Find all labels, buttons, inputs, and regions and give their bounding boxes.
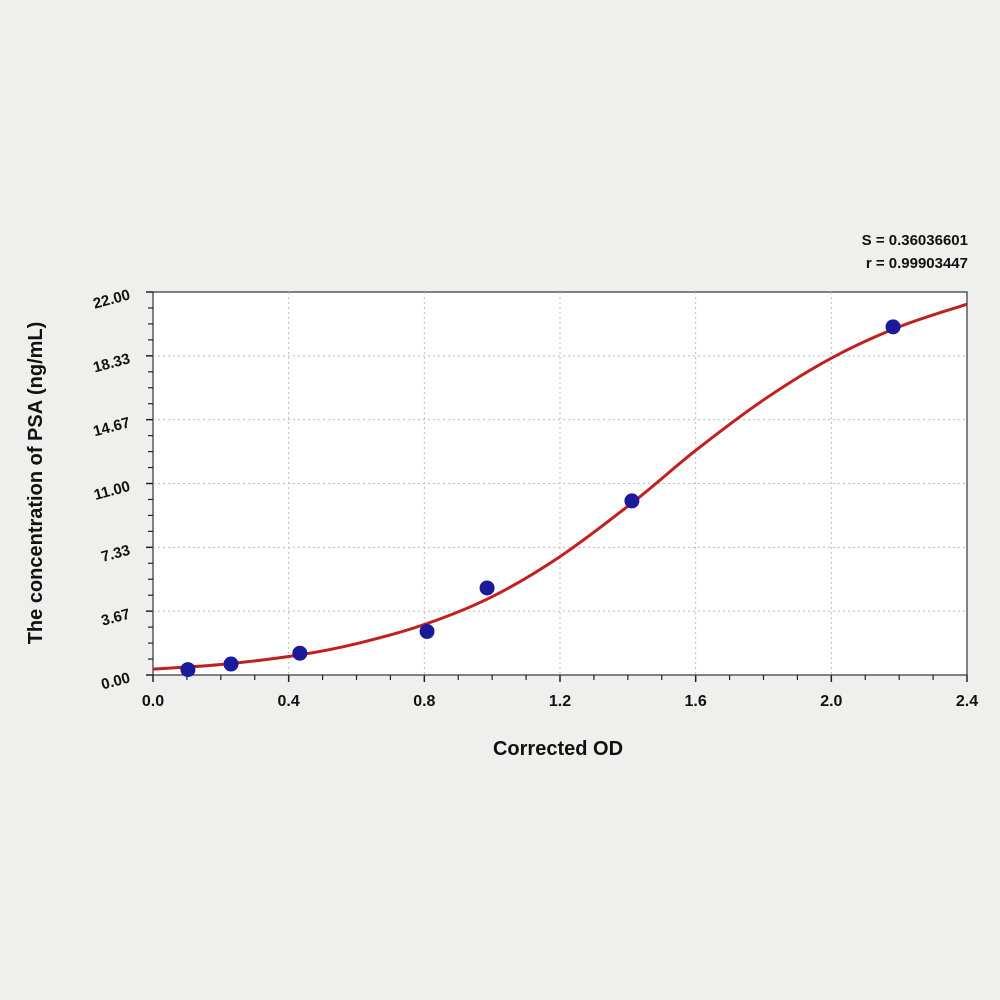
y-axis-label: The concentration of PSA (ng/mL)	[25, 322, 47, 645]
annotation-r: r = 0.99903447	[866, 255, 968, 272]
data-point	[624, 493, 640, 509]
y-tick-label: 14.67	[91, 414, 132, 440]
ticks: 0.0 0.4 0.8 1.2 1.6 2.0 2.4 0.00 3.67 7.33 11.00 14…	[91, 286, 978, 710]
data-point	[479, 580, 495, 596]
x-tick-label: 0.0	[142, 693, 164, 710]
data-point	[419, 623, 435, 639]
x-tick-label: 1.2	[549, 693, 571, 710]
y-tick-label: 3.67	[99, 606, 132, 630]
data-point	[292, 645, 308, 661]
x-axis-label: Corrected OD	[493, 738, 623, 760]
x-tick-label: 2.0	[820, 693, 842, 710]
data-point	[223, 656, 239, 672]
y-tick-label: 11.00	[92, 478, 132, 504]
x-tick-label: 0.8	[413, 693, 435, 710]
data-point	[885, 319, 901, 335]
y-tick-label: 7.33	[99, 542, 132, 566]
data-point	[180, 662, 196, 678]
y-tick-label: 22.00	[91, 286, 132, 312]
grid	[153, 292, 967, 675]
x-tick-label: 2.4	[956, 693, 978, 710]
y-tick-label: 18.33	[91, 350, 132, 376]
x-tick-label: 0.4	[278, 693, 300, 710]
annotation-s: S = 0.36036601	[862, 232, 968, 249]
y-tick-label: 0.00	[99, 669, 132, 693]
x-tick-label: 1.6	[685, 693, 707, 710]
